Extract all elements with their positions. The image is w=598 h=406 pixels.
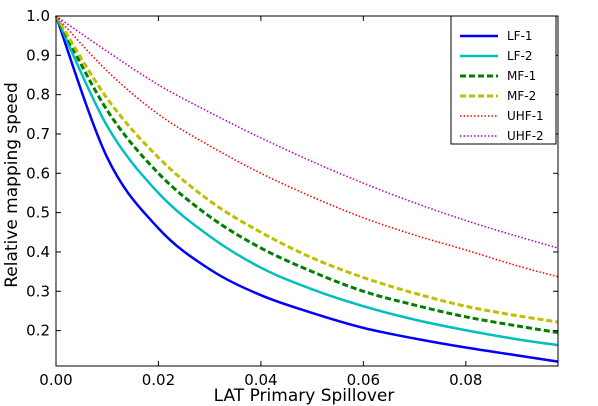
series-line-mf-2 — [54, 15, 559, 324]
legend-label: UHF-1 — [507, 109, 544, 123]
y-tick-label: 1.0 — [26, 7, 50, 25]
y-tick-label: 0.6 — [26, 164, 50, 182]
y-tick-label: 0.7 — [26, 125, 50, 143]
x-tick-label: 0.02 — [142, 371, 175, 389]
series-layer — [54, 15, 559, 363]
legend: LF-1 LF-2 MF-1 MF-2 UHF-1 UHF-2 — [450, 15, 557, 145]
y-tick-label: 0.2 — [26, 322, 50, 340]
y-tick-label: 0.9 — [26, 46, 50, 64]
series-line-uhf-1 — [55, 15, 559, 278]
y-tick-labels: 0.2 0.3 0.4 0.5 0.6 0.7 0.8 0.9 1.0 — [26, 7, 50, 340]
series-line-lf-2 — [54, 15, 559, 347]
y-tick-label: 0.4 — [26, 243, 50, 261]
legend-box — [450, 15, 557, 145]
series-line-mf-1 — [54, 15, 559, 335]
series-line-uhf-2 — [55, 15, 559, 249]
x-axis-label: LAT Primary Spillover — [214, 386, 395, 406]
legend-label: MF-2 — [507, 89, 536, 103]
legend-label: MF-1 — [507, 69, 536, 83]
y-tick-label: 0.3 — [26, 282, 50, 300]
legend-label: LF-1 — [507, 29, 533, 43]
x-tick-label: 0.08 — [449, 371, 482, 389]
x-tick-label: 0.00 — [39, 371, 72, 389]
x-tick-label: 0.06 — [347, 371, 380, 389]
x-tick-labels: 0.00 0.02 0.04 0.06 0.08 — [39, 371, 482, 389]
legend-label: UHF-2 — [507, 129, 544, 143]
y-axis-label: Relative mapping speed — [2, 82, 22, 288]
legend-label: LF-2 — [507, 49, 533, 63]
series-line-lf-1 — [54, 15, 559, 363]
x-tick-label: 0.04 — [244, 371, 277, 389]
y-tick-label: 0.8 — [26, 86, 50, 104]
plot-frame — [55, 15, 559, 367]
y-tick-label: 0.5 — [26, 204, 50, 222]
